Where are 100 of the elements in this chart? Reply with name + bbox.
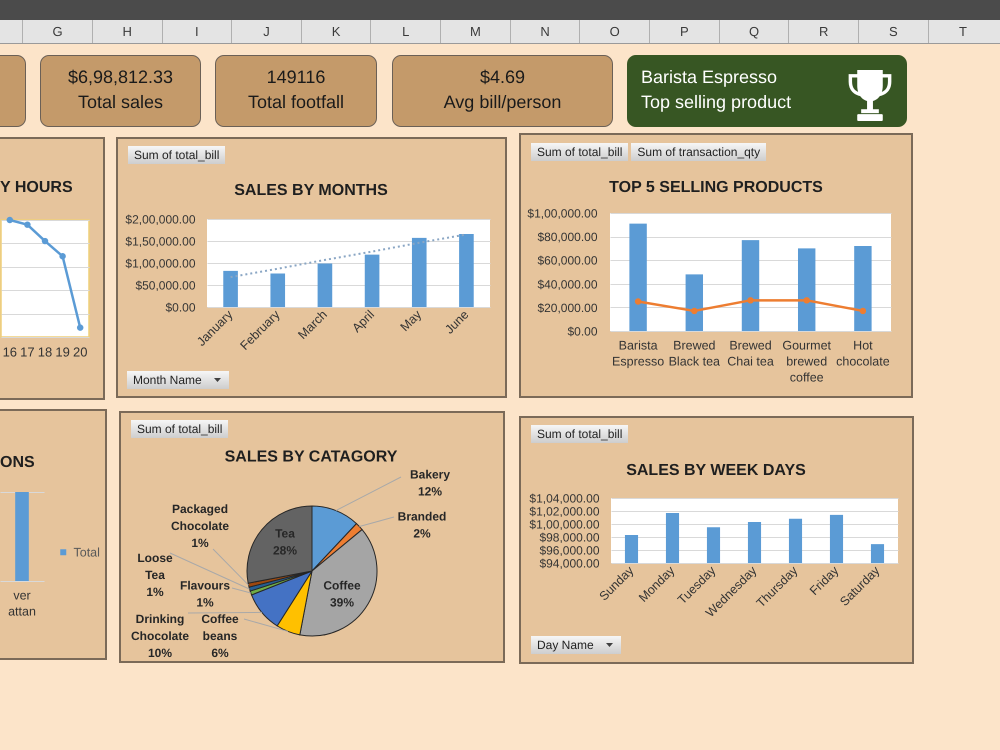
text: L [370,20,440,43]
y-tick-label: $60,000.00 [537,254,598,268]
point [634,298,642,305]
x-tick-label: ver attan [8,588,36,618]
chart-title: ONS [0,454,35,471]
text: Avg bill/person [442,91,562,114]
point [691,308,698,314]
text: K [300,20,370,43]
bar [798,248,816,331]
data-label: 2% [413,526,431,540]
data-label: 39% [330,596,354,610]
data-label: 10% [148,646,172,660]
y-tick-label: $0.00 [165,300,196,314]
y-tick-label: $1,50,000.00 [125,234,196,248]
x-tick-label: Brewed Chai tea [727,338,774,368]
x-tick-label: 18 [38,344,52,360]
slice-label: Branded [398,510,446,524]
data-label: 28% [272,544,298,558]
text: R [788,20,858,43]
field-button: Sum of total_bill [531,425,628,443]
chart-title: Y HOURS [0,178,73,196]
text: Top selling product [641,91,792,114]
data-label: 1% [191,536,209,550]
y-tick-label: $20,000.00 [537,300,598,315]
text: J [231,20,301,43]
text: P [649,20,719,43]
y-tick-label: $98,000.00 [539,530,600,544]
y-tick-label: $2,00,000.00 [125,212,196,226]
data-label: 6% [211,646,229,660]
text: Q [718,20,788,43]
x-tick-label: Hot chocolate [836,338,890,368]
field-button: Month Name [127,371,229,389]
field-button: Sum of transaction_qty [631,143,766,161]
text: Total sales [76,91,164,114]
x-tick-label: Brewed Black tea [668,338,720,368]
x-tick-label: 20 [72,344,88,360]
x-tick-label: 16 [2,344,18,360]
y-tick-label: $1,02,000.00 [529,504,600,518]
field-button: Sum of total_bill [531,143,628,161]
slice-label: Coffee [323,578,361,592]
bar [364,254,380,307]
text: $6,98,812.33 [66,66,174,89]
point [860,308,866,314]
bar [412,238,427,307]
point [24,221,31,228]
slice-label: Flavours [180,578,230,592]
bar [459,234,474,307]
slice-label: Loose Tea [137,551,173,582]
data-label: 12% [418,484,442,498]
point [76,324,84,331]
slice-label: Drinking Chocolate [130,612,190,643]
point [747,297,754,304]
y-tick-label: $1,00,000.00 [527,206,598,220]
text: O [579,20,650,43]
slice-label: Bakery [410,468,450,482]
x-tick-label: 17 [20,344,35,360]
bar [629,224,647,331]
field-button: Day Name [531,636,621,654]
chart-title: SALES BY CATAGORY [224,448,398,466]
point [803,297,810,304]
y-tick-label: $40,000.00 [537,277,598,292]
chart-title: SALES BY WEEK DAYS [626,462,806,479]
y-tick-label: $1,04,000.00 [529,492,600,506]
text: M [440,20,510,43]
text: $4.69 [478,66,526,89]
text: T [928,20,998,43]
slice-label: Tea [275,526,296,540]
y-tick-label: $0.00 [567,324,598,338]
x-tick-label: Gourmet brewed coffee [782,338,832,384]
text: H [92,20,162,43]
point [6,216,14,224]
y-tick-label: $96,000.00 [539,544,600,558]
text: I [162,20,232,43]
text: G [22,20,92,43]
bar [686,274,704,331]
text: 149116 [266,66,326,89]
x-tick-label: Barista Espresso [612,338,664,368]
field-button: Sum of total_bill [131,420,228,438]
data-label: 1% [196,596,214,610]
point [42,238,48,244]
text: Total footfall [246,91,346,114]
bar [270,274,286,307]
legend-label: Total [74,545,100,560]
y-tick-label: $50,000.00 [135,278,196,292]
field-button: Sum of total_bill [128,146,226,164]
bar [318,263,332,307]
x-axis-title: Day Name [537,637,594,654]
text: N [510,20,580,43]
y-tick-label: $80,000.00 [537,230,598,244]
slice-label: Coffee beans [201,612,239,643]
bar [742,240,760,331]
bar [854,246,872,331]
text: Barista Espresso [641,66,778,89]
x-tick-label: May [398,307,425,334]
bar [223,270,238,307]
point [59,253,66,260]
x-axis-title: Month Name [133,372,202,389]
y-tick-label: $94,000.00 [539,556,600,570]
text: S [858,20,928,43]
slice-label: Packaged Chocolate [170,502,230,533]
